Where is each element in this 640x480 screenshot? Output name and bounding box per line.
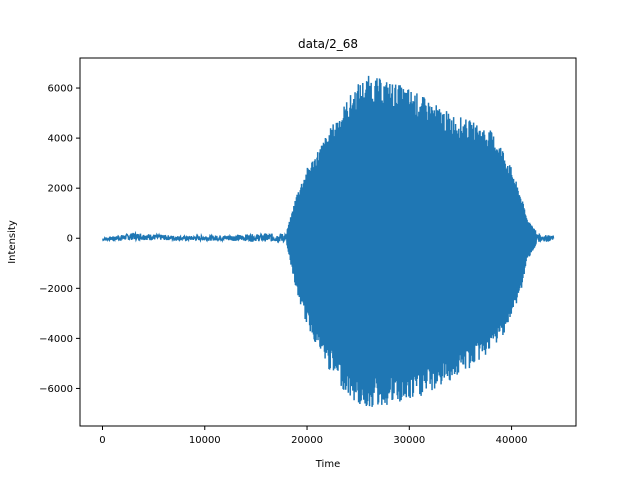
- chart-title: data/2_68: [298, 37, 358, 51]
- plot-area: [79, 57, 577, 427]
- y-tick-label: 4000: [48, 134, 73, 145]
- y-tick-label: −2000: [39, 284, 73, 295]
- y-axis: −6000 −4000 −2000 0 2000 4000 6000: [39, 84, 80, 395]
- x-axis-label: Time: [315, 459, 340, 470]
- series-line: [102, 75, 555, 407]
- x-tick-label: 10000: [189, 435, 221, 446]
- x-tick-label: 30000: [393, 435, 425, 446]
- y-axis-label: Intensity: [7, 220, 18, 264]
- x-axis: 0 10000 20000 30000 40000: [99, 426, 527, 446]
- series-layer: [102, 75, 555, 407]
- y-tick-label: −4000: [39, 334, 73, 345]
- x-tick-label: 40000: [496, 435, 528, 446]
- y-tick-label: −6000: [39, 384, 73, 395]
- y-tick-label: 2000: [48, 184, 73, 195]
- x-tick-label: 0: [99, 435, 105, 446]
- y-tick-label: 6000: [48, 84, 73, 95]
- y-tick-label: 0: [67, 234, 73, 245]
- x-tick-label: 20000: [291, 435, 323, 446]
- plot-frame: [79, 57, 577, 427]
